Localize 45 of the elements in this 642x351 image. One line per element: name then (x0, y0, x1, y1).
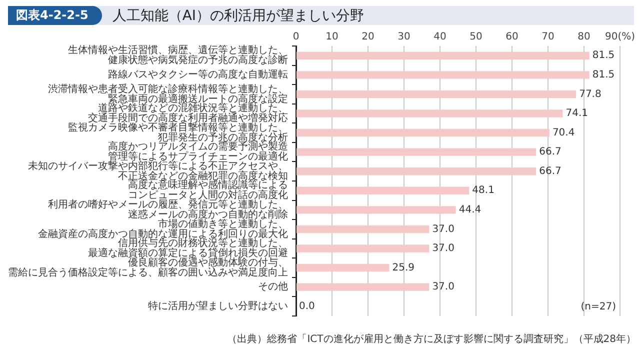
bar (296, 110, 563, 118)
bar (296, 52, 590, 60)
data-label: 66.7 (539, 166, 562, 177)
x-tick-label: 0 (292, 32, 300, 43)
bar (296, 71, 590, 79)
bar (296, 148, 536, 156)
text: 図表4-2-2-5 (8, 6, 102, 25)
chart-title: 人工知能（AI）の利活用が望ましい分野 (112, 6, 364, 24)
data-label: 81.5 (592, 70, 615, 81)
annotation: (n=27) (580, 302, 616, 313)
x-tick-label: 70 (542, 32, 554, 43)
data-label: 66.7 (539, 146, 562, 158)
x-tick-label: 40 (434, 32, 446, 43)
data-label: 70.4 (552, 127, 575, 138)
data-label: 0.0 (299, 300, 315, 312)
x-tick-label: 60 (506, 32, 518, 43)
y-tick-label: 生体情報や生活習慣、病歴、遺伝等と連動した、健康状態や病気発症の予兆の高度な診断 (68, 44, 288, 66)
bar (296, 225, 430, 234)
text: （出典）総務省「ICTの進化が雇用と働き方に及ぼす影響に関する調査研究」（平成28年） (227, 332, 636, 346)
data-label: 25.9 (392, 262, 415, 274)
data-label: 74.1 (566, 108, 588, 120)
y-tick-label: その他 (258, 280, 288, 293)
x-tick-label: 20 (362, 32, 374, 43)
data-label: 81.5 (592, 50, 615, 62)
x-tick-label: 80 (578, 32, 590, 43)
data-label: 77.8 (579, 88, 602, 100)
bar (296, 90, 576, 98)
x-tick-label: 90(%) (604, 32, 636, 43)
bar (296, 206, 456, 214)
x-tick-label: 10 (326, 32, 338, 43)
bar (296, 283, 430, 291)
x-tick-label: 30 (398, 32, 410, 43)
data-label: 48.1 (472, 185, 494, 196)
bar (296, 168, 536, 176)
bar (296, 244, 430, 252)
bar (296, 264, 390, 272)
data-label: 37.0 (432, 282, 454, 293)
y-tick-label: 路線バスやタクシー等の高度な自動運転 (108, 68, 288, 81)
bar (296, 186, 470, 194)
x-tick-label: 50 (470, 32, 482, 43)
bar (296, 128, 550, 137)
y-tick-label: 特に活用が望ましい分野はない (148, 300, 288, 312)
data-label: 44.4 (458, 204, 482, 216)
data-label: 37.0 (432, 243, 454, 254)
data-label: 37.0 (432, 224, 454, 235)
